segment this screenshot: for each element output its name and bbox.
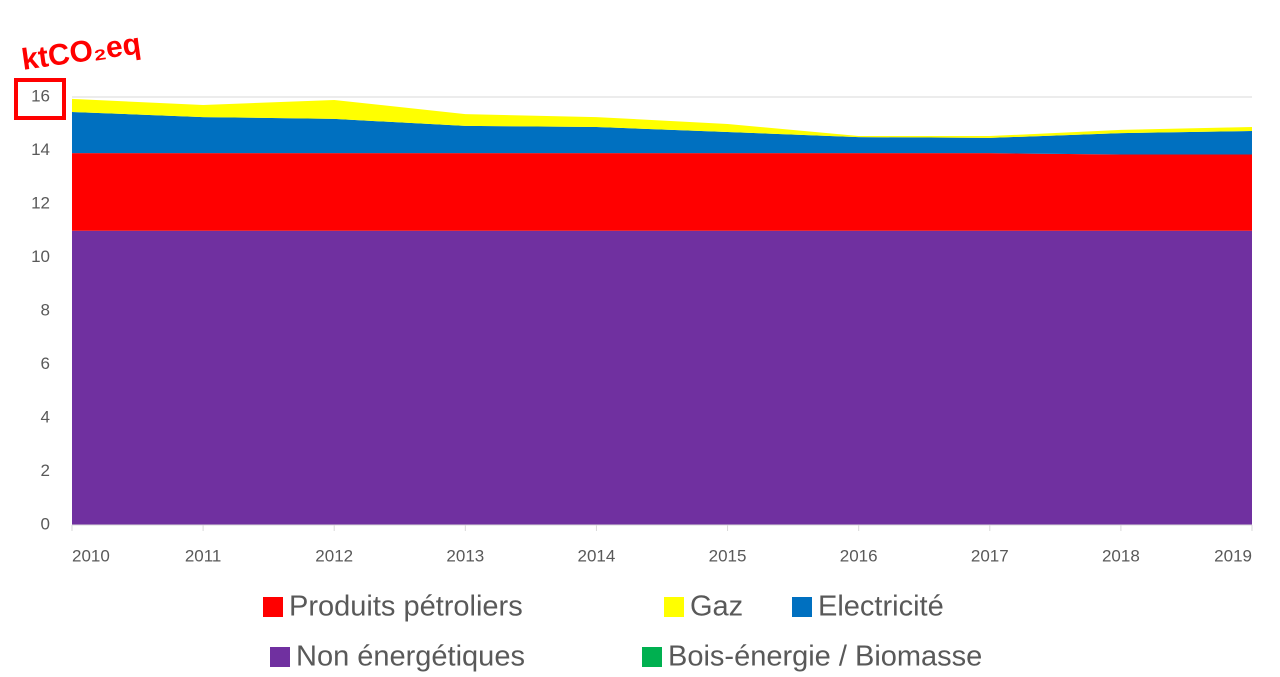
highlight-box [14,78,66,120]
x-tick-label: 2015 [709,546,747,565]
x-tick-label: 2017 [971,546,1009,565]
x-tick-label: 2016 [840,546,878,565]
legend-swatch [263,597,283,617]
y-tick-label: 2 [41,461,50,480]
y-tick-label: 6 [41,354,50,373]
y-tick-label: 8 [41,300,50,319]
unit-annotation: ktCO₂eq [19,27,142,76]
x-tick-label: 2012 [315,546,353,565]
y-tick-label: 10 [31,247,50,266]
area [72,153,1252,231]
x-tick-label: 2011 [185,546,222,565]
legend-label: Bois-énergie / Biomasse [668,641,982,673]
x-tick-label: 2019 [1214,546,1252,565]
x-tick-label: 2014 [578,546,616,565]
y-tick-label: 14 [31,140,50,159]
legend-label: Non énergétiques [296,641,525,673]
x-tick-label: 2018 [1102,546,1140,565]
legend-label: Produits pétroliers [289,591,523,623]
y-tick-label: 12 [31,193,50,212]
area [72,98,1252,138]
legend-label: Electricité [818,591,944,623]
area [72,111,1252,155]
legend-swatch [642,647,662,667]
area [72,230,1252,525]
legend-swatch [664,597,684,617]
y-tick-label: 16 [31,86,50,105]
x-tick-label: 2013 [446,546,484,565]
y-tick-label: 0 [41,514,50,533]
x-tick-label: 2010 [72,546,110,565]
legend-label: Gaz [690,591,743,623]
y-tick-label: 4 [41,407,50,426]
legend-swatch [270,647,290,667]
legend-swatch [792,597,812,617]
